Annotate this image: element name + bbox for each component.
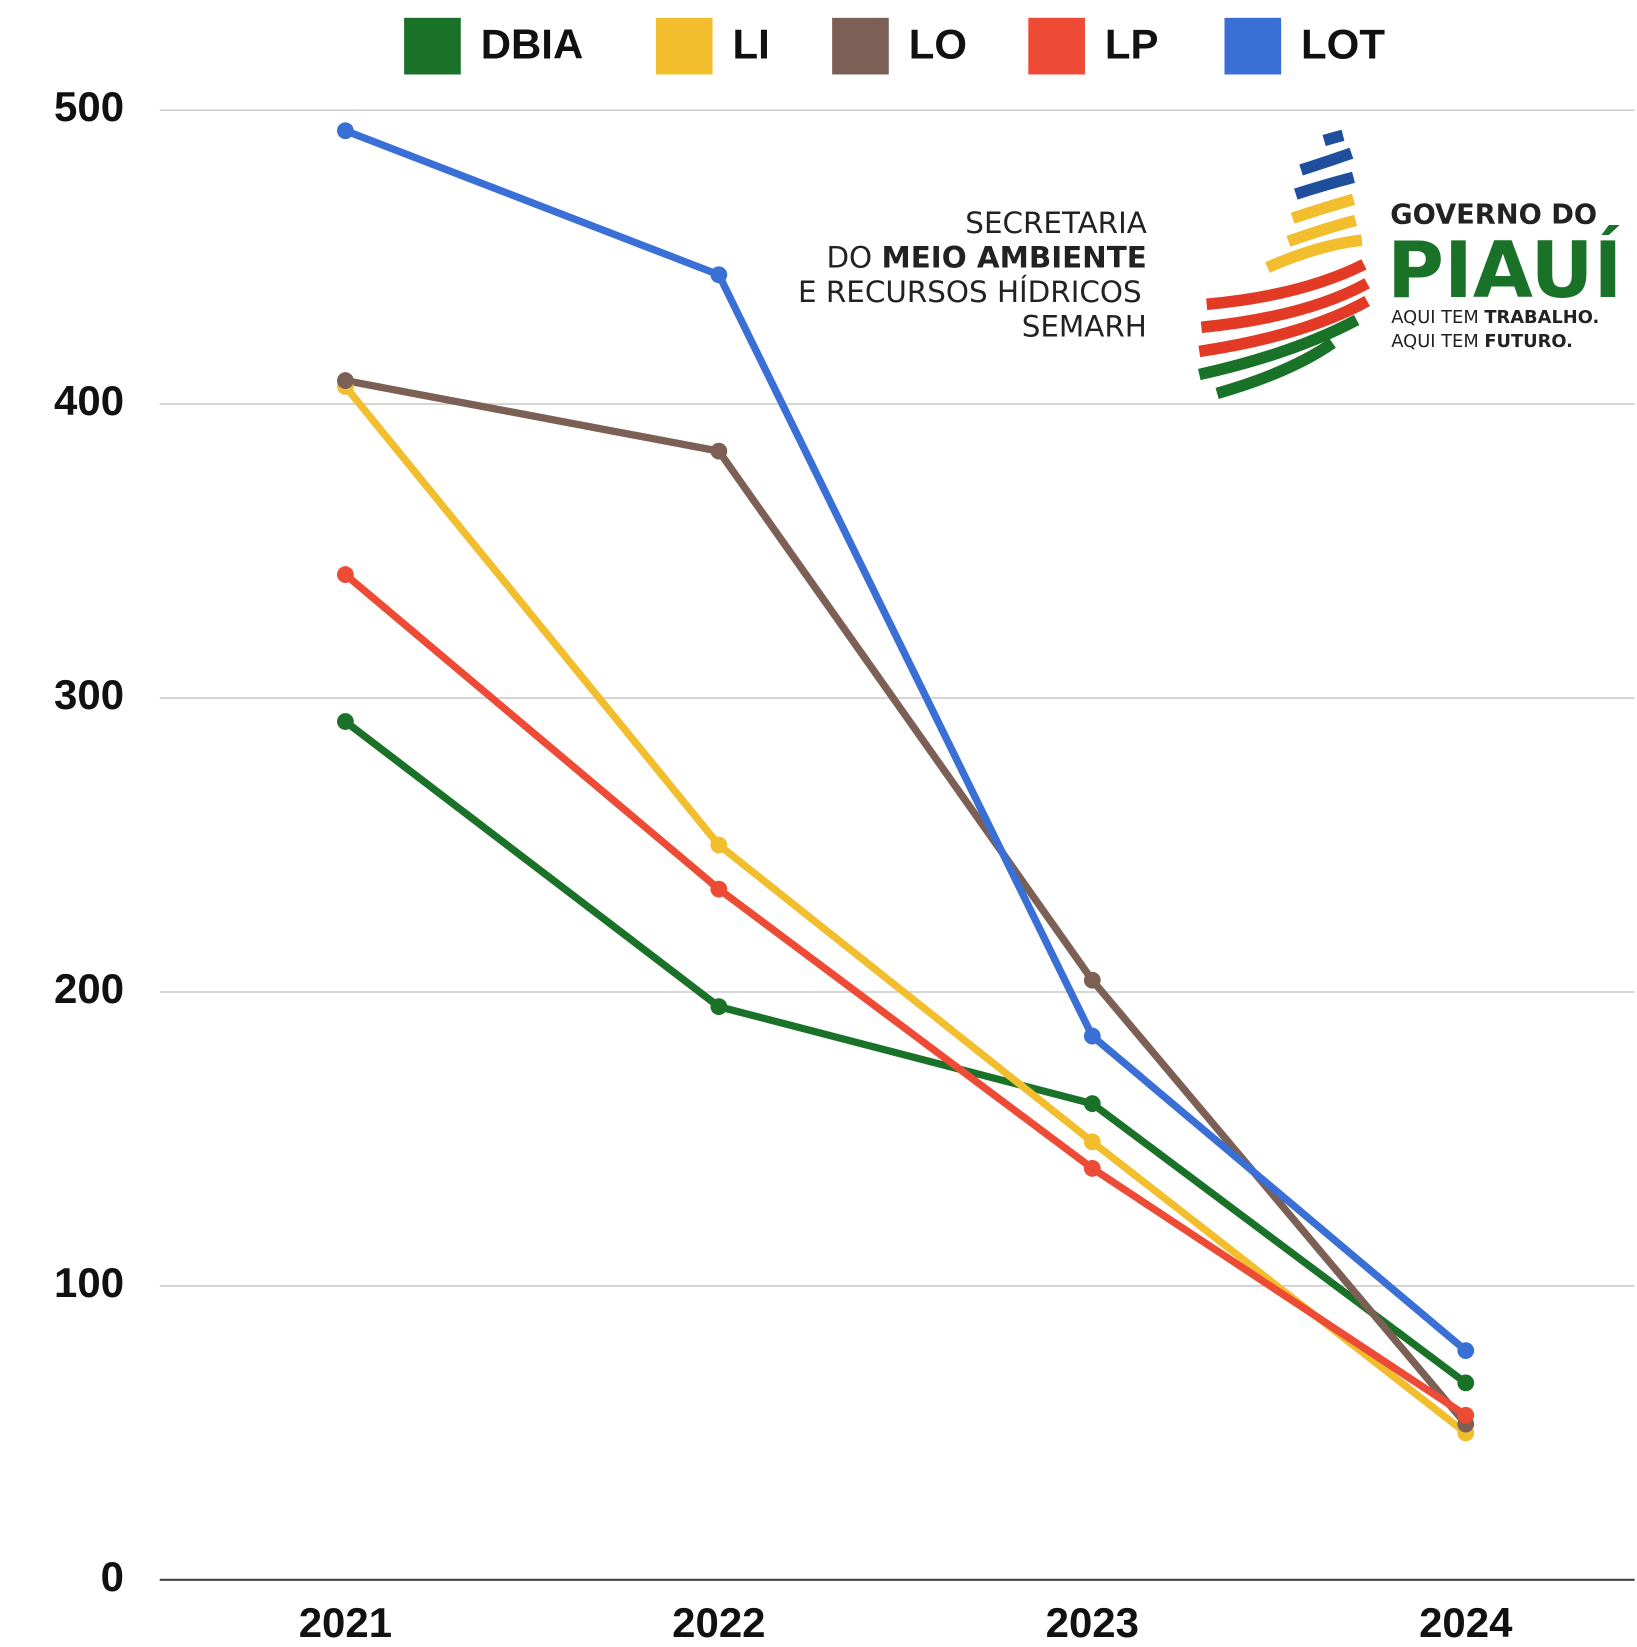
logo-text: MEIO AMBIENTE bbox=[882, 241, 1147, 275]
data-point bbox=[1457, 1406, 1475, 1424]
data-point bbox=[1083, 1095, 1101, 1113]
legend-swatch bbox=[655, 17, 713, 75]
legend-swatch bbox=[404, 17, 461, 75]
series-line bbox=[342, 384, 1469, 1436]
data-point bbox=[710, 880, 728, 898]
logo-text: AQUI TEM TRABALHO. bbox=[1391, 307, 1599, 328]
x-tick-label: 2021 bbox=[299, 1599, 392, 1646]
x-tick-label: 2024 bbox=[1419, 1599, 1513, 1646]
data-point bbox=[1083, 971, 1101, 989]
logo-text: SEMARH bbox=[1022, 310, 1147, 344]
y-tick-label: 200 bbox=[54, 965, 124, 1012]
series-line bbox=[343, 571, 1468, 1419]
y-tick-label: 400 bbox=[54, 377, 124, 424]
logo-text: AQUI TEM bbox=[1391, 331, 1484, 352]
series-line bbox=[344, 127, 1469, 1354]
data-point bbox=[710, 836, 728, 854]
legend-label: DBIA bbox=[481, 20, 584, 67]
data-point bbox=[710, 998, 728, 1016]
data-point bbox=[1457, 1342, 1475, 1359]
y-tick-label: 0 bbox=[101, 1553, 124, 1600]
logo: SECRETARIA DO MEIO AMBIENTE E RECURSOS H… bbox=[798, 129, 1622, 399]
data-point bbox=[1083, 1027, 1101, 1045]
logo-text: SECRETARIA bbox=[965, 206, 1147, 240]
data-point bbox=[710, 442, 728, 460]
logo-text: DO MEIO AMBIENTE bbox=[826, 241, 1146, 275]
data-point bbox=[1083, 1133, 1101, 1151]
logo-text: DO bbox=[826, 241, 881, 275]
logo-text: FUTURO. bbox=[1484, 331, 1573, 352]
x-tick-label: 2022 bbox=[672, 1599, 765, 1646]
data-point bbox=[336, 122, 354, 140]
y-tick-label: 500 bbox=[54, 83, 124, 130]
series-line bbox=[343, 718, 1468, 1386]
legend-swatch bbox=[1224, 17, 1282, 75]
legend-label: LOT bbox=[1301, 20, 1385, 67]
data-point bbox=[336, 372, 354, 389]
x-tick-label: 2023 bbox=[1046, 1599, 1139, 1646]
logo-text: TRABALHO. bbox=[1484, 307, 1599, 328]
data-point bbox=[1457, 1374, 1475, 1392]
legend-label: LO bbox=[909, 20, 967, 67]
logo-text: E RECURSOS HÍDRICOS bbox=[798, 274, 1142, 309]
logo-text: GOVERNO DO bbox=[1390, 199, 1597, 230]
data-point bbox=[1083, 1159, 1101, 1177]
logo-text: AQUI TEM bbox=[1391, 307, 1484, 328]
logo-text: AQUI TEM FUTURO. bbox=[1391, 331, 1573, 352]
y-tick-label: 300 bbox=[54, 671, 124, 718]
y-tick-label: 100 bbox=[54, 1259, 124, 1306]
logo-text: PIAUÍ bbox=[1387, 224, 1622, 316]
legend-label: LP bbox=[1105, 20, 1159, 67]
data-point bbox=[336, 566, 354, 583]
data-point bbox=[336, 713, 354, 730]
logo-mark bbox=[1198, 129, 1370, 399]
legend-swatch bbox=[832, 17, 889, 75]
legend-label: LI bbox=[732, 20, 769, 67]
legend-swatch bbox=[1028, 17, 1085, 75]
series-line bbox=[344, 376, 1469, 1427]
data-point bbox=[710, 266, 728, 284]
